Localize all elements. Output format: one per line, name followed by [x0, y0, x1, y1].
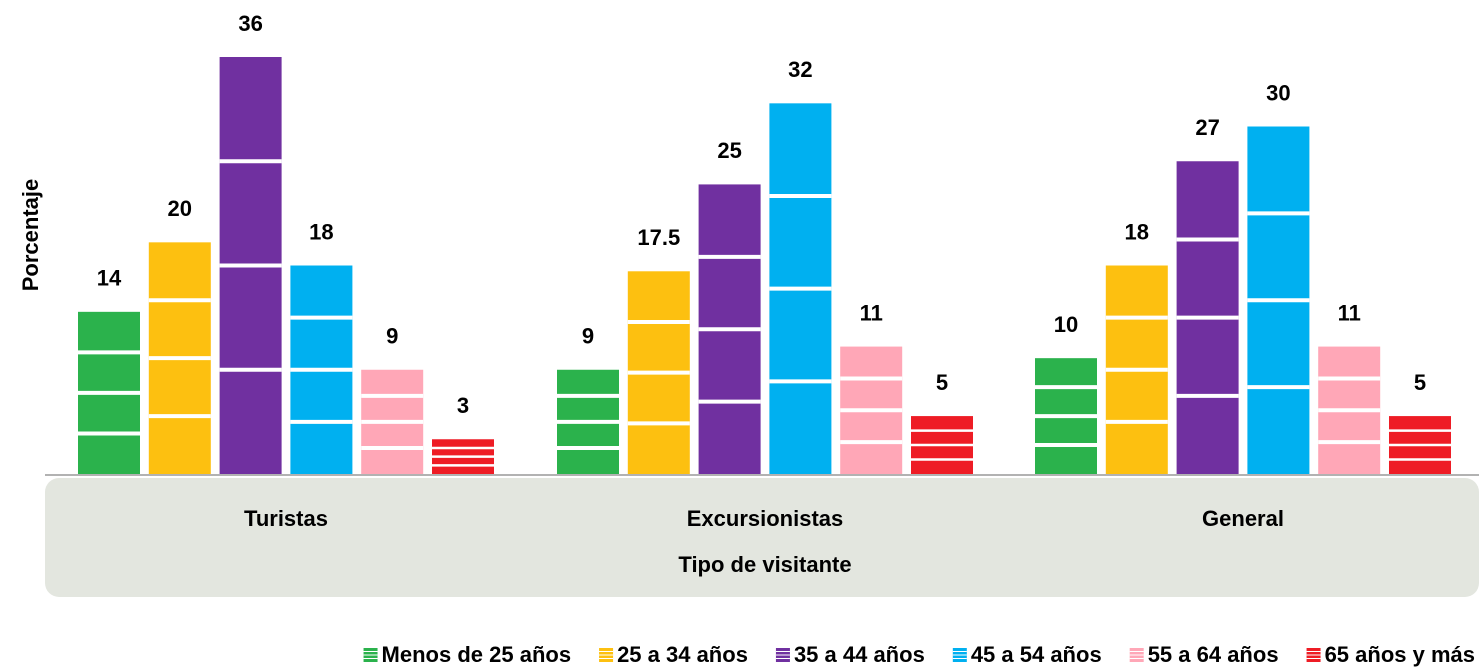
value-label: 27	[1195, 115, 1219, 140]
value-label: 25	[717, 138, 741, 163]
value-label: 9	[582, 324, 594, 349]
value-label: 11	[1338, 300, 1361, 325]
legend-label: 25 a 34 años	[617, 642, 748, 667]
value-label: 32	[788, 57, 812, 82]
legend-item: 65 años y más	[1306, 642, 1475, 667]
y-axis-label: Porcentaje	[18, 179, 43, 292]
legend-label: 35 a 44 años	[794, 642, 925, 667]
legend-item: 55 a 64 años	[1129, 642, 1279, 667]
value-label: 10	[1054, 312, 1078, 337]
value-label: 18	[309, 219, 333, 244]
x-tick-label: Turistas	[244, 506, 328, 531]
value-label: 36	[238, 11, 262, 36]
legend-item: 35 a 44 años	[775, 642, 925, 667]
value-label: 18	[1125, 219, 1149, 244]
value-label: 20	[168, 196, 192, 221]
value-label: 9	[386, 324, 398, 349]
axis-panel	[45, 478, 1479, 597]
legend-item: 45 a 54 años	[952, 642, 1102, 667]
value-label: 5	[1414, 370, 1426, 395]
legend-item: Menos de 25 años	[363, 642, 572, 667]
x-tick-label: General	[1202, 506, 1284, 531]
value-label: 17.5	[637, 225, 680, 250]
legend-label: Menos de 25 años	[382, 642, 572, 667]
value-label: 11	[860, 300, 883, 325]
legend-label: 55 a 64 años	[1148, 642, 1279, 667]
value-label: 30	[1266, 80, 1290, 105]
x-axis-label: Tipo de visitante	[678, 552, 851, 577]
value-label: 14	[97, 266, 122, 291]
value-label: 5	[936, 370, 948, 395]
legend-label: 45 a 54 años	[971, 642, 1102, 667]
x-tick-label: Excursionistas	[687, 506, 844, 531]
value-label: 3	[457, 393, 469, 418]
legend-item: 25 a 34 años	[599, 642, 748, 667]
legend-label: 65 años y más	[1325, 642, 1475, 667]
